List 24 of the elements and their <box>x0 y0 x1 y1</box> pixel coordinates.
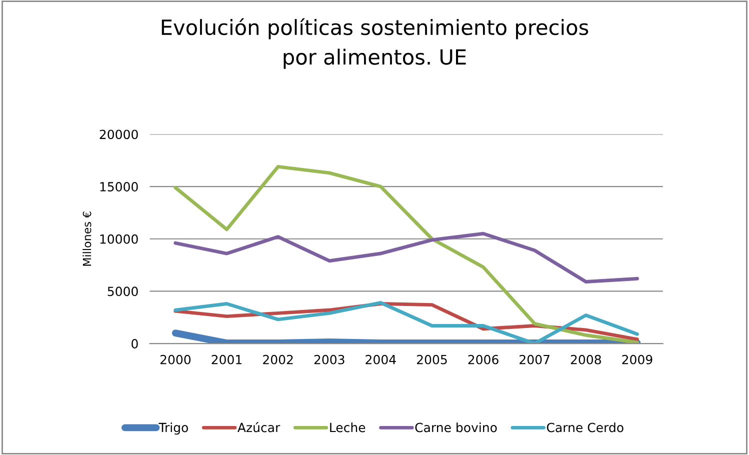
x-tick-label: 2003 <box>314 354 344 364</box>
chart-title: Evolución políticas sostenimiento precios por alimentos. UE <box>162 18 588 69</box>
y-tick-label: 20000 <box>100 130 138 140</box>
line-series <box>174 232 639 284</box>
line-series <box>174 164 639 344</box>
y-axis-title: Millones € <box>82 212 92 266</box>
legend-label: Azúcar <box>238 422 280 432</box>
x-tick-label: 2000 <box>160 354 191 364</box>
x-tick-label: 2002 <box>263 354 293 364</box>
x-tick-label: 2001 <box>212 354 242 364</box>
legend-label: Carne Cerdo <box>546 422 624 432</box>
y-tick-label: 15000 <box>100 182 138 192</box>
x-tick-label: 2005 <box>416 354 447 364</box>
legend-label: Trigo <box>158 422 188 435</box>
x-tick-label: 2009 <box>622 354 652 364</box>
legend-label: Carne bovino <box>415 422 497 432</box>
legend-label: Leche <box>330 422 366 432</box>
x-tick-label: 2004 <box>366 354 396 364</box>
x-tick-label: 2008 <box>570 354 601 364</box>
y-tick-label: 5000 <box>108 286 138 296</box>
x-tick-label: 2007 <box>520 354 550 364</box>
x-tick-label: 2006 <box>468 354 498 364</box>
y-tick-label: 10000 <box>100 234 138 244</box>
y-tick-label: 0 <box>132 338 138 348</box>
